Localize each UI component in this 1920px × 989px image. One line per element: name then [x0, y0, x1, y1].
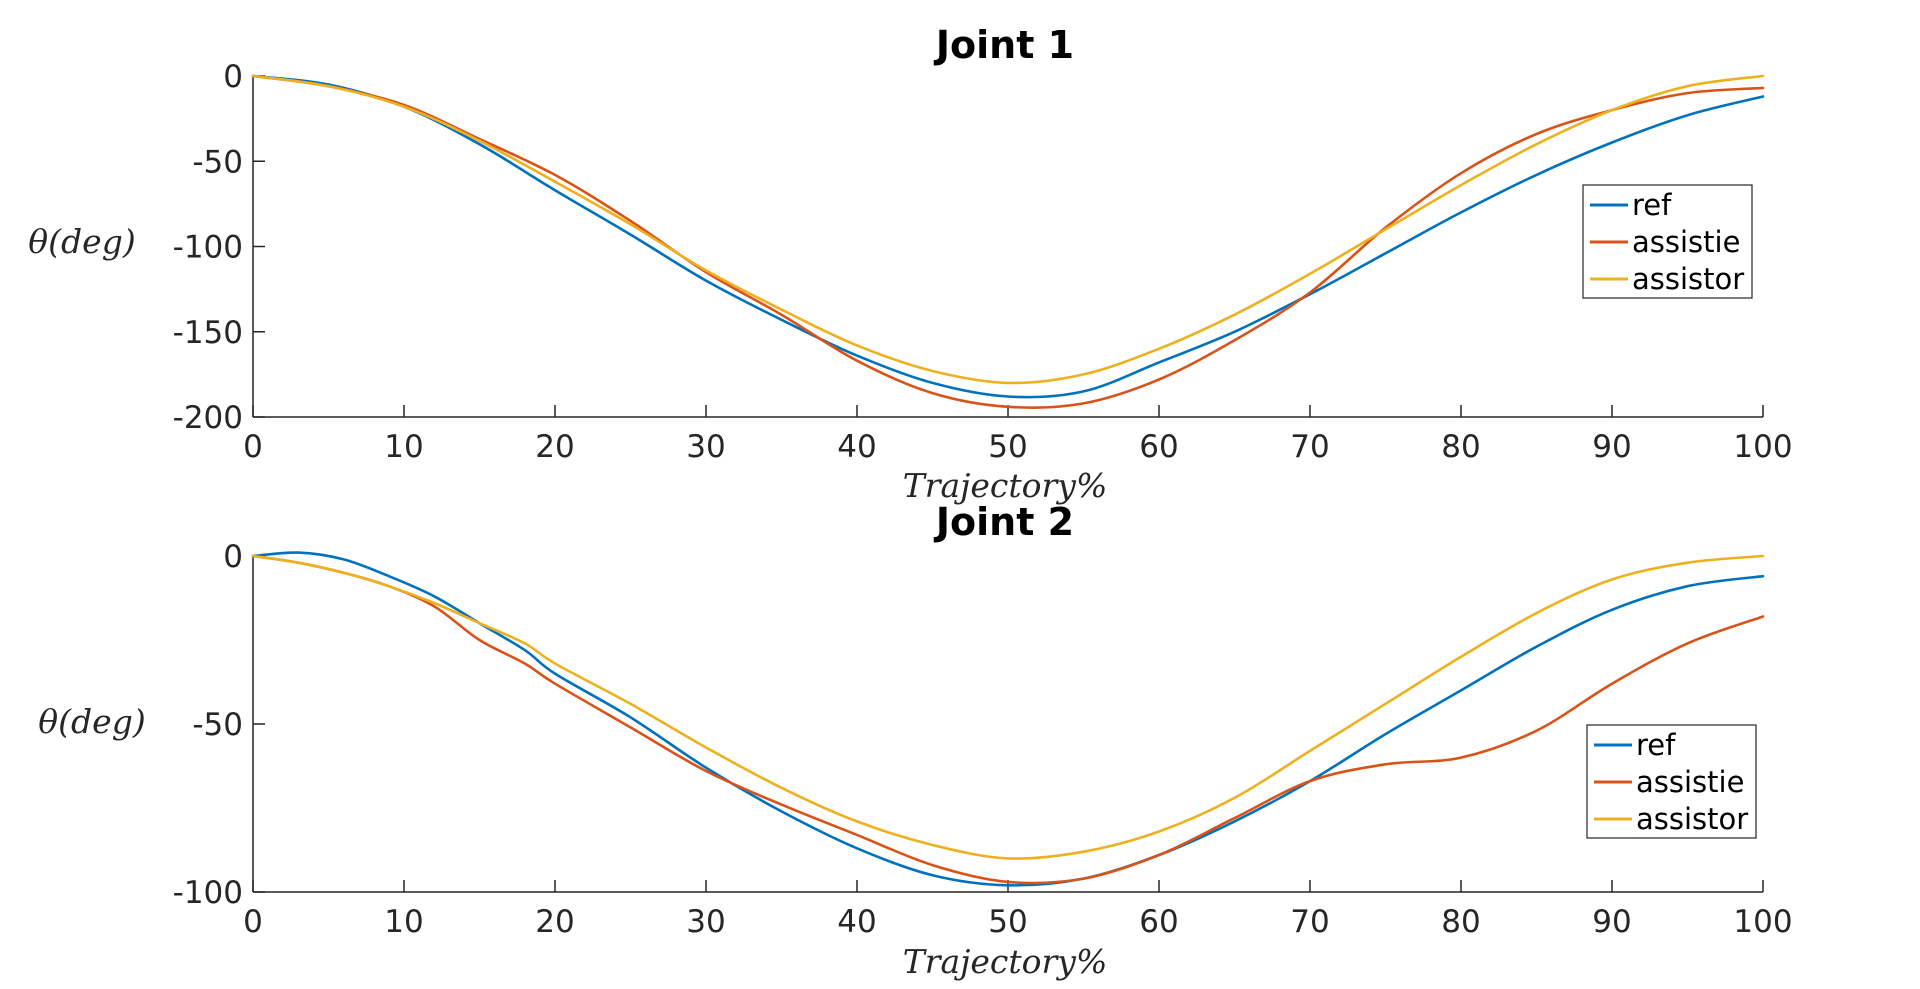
legend-label-ref: ref — [1632, 188, 1672, 222]
y-tick-label: -50 — [192, 144, 243, 180]
legend-label-assistor: assistor — [1636, 802, 1748, 836]
x-tick-label: 10 — [384, 904, 423, 940]
series-line-assistie — [251, 554, 1765, 885]
x-tick-label: 30 — [686, 429, 725, 465]
x-tick-label: 100 — [1733, 904, 1792, 940]
x-tick-label: 90 — [1592, 429, 1631, 465]
x-tick-label: 0 — [243, 429, 263, 465]
x-tick-label: 40 — [837, 429, 876, 465]
x-axis-label: Trajectory% — [903, 466, 1108, 505]
x-tick-label: 90 — [1592, 904, 1631, 940]
x-tick-label: 80 — [1441, 429, 1480, 465]
x-tick-label: 40 — [837, 904, 876, 940]
x-tick-label: 60 — [1139, 429, 1178, 465]
x-tick-label: 70 — [1290, 904, 1329, 940]
subplot-joint-1: Joint 1 0 10 20 30 40 50 60 70 80 90 100 0 -50 -100 -… — [28, 23, 1792, 505]
y-ticks: 0 -50 -100 — [173, 539, 265, 911]
x-tick-label: 50 — [988, 429, 1027, 465]
x-tick-label: 70 — [1290, 429, 1329, 465]
series-line-assistie — [251, 74, 1765, 409]
y-tick-label: -50 — [192, 707, 243, 743]
x-tick-label: 20 — [535, 904, 574, 940]
x-tick-label: 0 — [243, 904, 263, 940]
y-tick-label: -200 — [173, 400, 243, 436]
legend-label-ref: ref — [1636, 728, 1676, 762]
subplot-joint-2: Joint 2 0 10 20 30 40 50 60 70 80 90 100 0-50-100 … — [38, 500, 1792, 981]
x-axis-label: Trajectory% — [903, 942, 1108, 981]
y-axis-label: θ(deg) — [28, 222, 135, 261]
x-tick-label: 10 — [384, 429, 423, 465]
y-ticks: 0 -50 -100 -150 -200 — [173, 59, 265, 436]
y-tick-label: -150 — [173, 315, 243, 351]
x-tick-label: 20 — [535, 429, 574, 465]
series-line-ref — [251, 551, 1765, 887]
chart-title: Joint 2 — [933, 500, 1074, 544]
x-tick-label: 50 — [988, 904, 1027, 940]
y-tick-label: -100 — [173, 230, 243, 266]
series-line-assistor — [251, 74, 1765, 385]
x-ticks: 0 10 20 30 40 50 60 70 80 90 100 — [243, 880, 1793, 940]
y-tick-label: 0 — [223, 539, 243, 575]
y-tick-label: -100 — [173, 875, 243, 911]
chart-title: Joint 1 — [933, 23, 1074, 67]
series-line-assistor — [251, 554, 1765, 860]
legend-label-assistie: assistie — [1632, 225, 1740, 259]
series-line-ref — [251, 74, 1765, 399]
y-tick-label: 0 — [223, 59, 243, 95]
x-tick-label: 30 — [686, 904, 725, 940]
x-tick-label: 60 — [1139, 904, 1178, 940]
legend-label-assistor: assistor — [1632, 262, 1744, 296]
legend-label-assistie: assistie — [1636, 765, 1744, 799]
y-axis-label: θ(deg) — [38, 702, 145, 741]
legend: ref assistie assistor — [1586, 724, 1757, 839]
series-lines — [251, 551, 1765, 887]
x-tick-label: 100 — [1733, 429, 1792, 465]
series-lines — [251, 74, 1765, 409]
x-ticks: 0 10 20 30 40 50 60 70 80 90 100 — [243, 405, 1793, 465]
x-tick-label: 80 — [1441, 904, 1480, 940]
legend: ref assistie assistor — [1582, 184, 1753, 299]
